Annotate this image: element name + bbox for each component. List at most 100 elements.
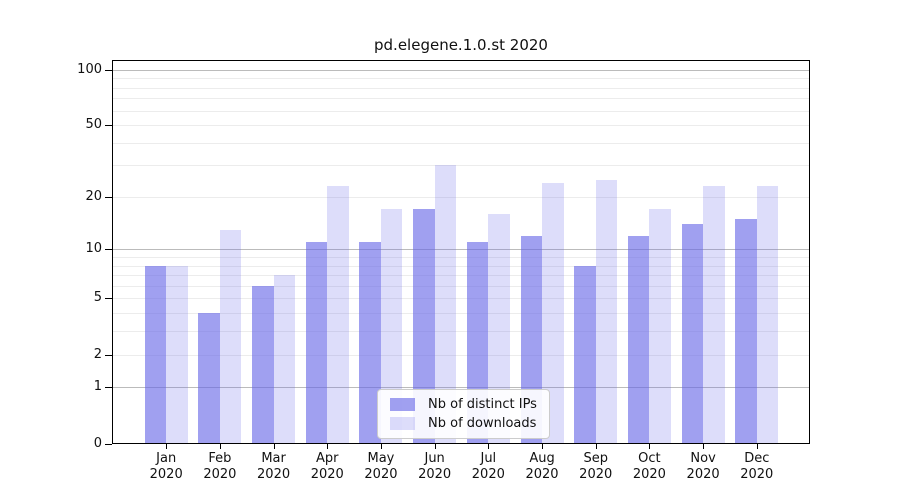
minor-gridline [113, 165, 809, 167]
legend-entry-downloads: Nb of downloads [390, 416, 537, 431]
x-tick-month: Mar [261, 451, 286, 466]
minor-gridline [113, 87, 809, 89]
bar-ips-jun [413, 209, 435, 444]
bar-ips-sep [574, 265, 596, 444]
bar-downloads-jun [434, 165, 457, 444]
x-tick-label: Jan 2020 [134, 451, 198, 483]
minor-gridline [113, 313, 809, 315]
minor-gridline [113, 196, 809, 198]
chart-title: pd.elegene.1.0.st 2020 [374, 36, 548, 54]
y-tick-label: 5 [93, 290, 102, 306]
minor-gridline [113, 298, 809, 300]
minor-gridline [113, 110, 809, 112]
bar-ips-nov [681, 224, 704, 444]
y-tick-label: 2 [93, 346, 102, 362]
bar-downloads-sep [595, 179, 618, 444]
bar-downloads-apr [327, 186, 349, 444]
x-tick-year: 2020 [579, 467, 613, 482]
bar-downloads-aug [542, 182, 564, 444]
x-tick-year: 2020 [364, 467, 398, 482]
legend-label-distinct-ips: Nb of distinct IPs [428, 397, 537, 412]
grid-layer [113, 61, 809, 443]
legend: Nb of distinct IPs Nb of downloads [377, 389, 550, 439]
x-tick-label: Oct 2020 [617, 451, 681, 483]
legend-swatch-distinct-ips [390, 398, 415, 411]
x-tick-month: Jul [480, 451, 497, 466]
x-tick [434, 444, 436, 449]
minor-gridline [113, 265, 809, 267]
x-tick [649, 444, 651, 449]
minor-gridline [113, 78, 809, 80]
bar-downloads-jul [488, 214, 510, 444]
x-tick-year: 2020 [418, 467, 452, 482]
x-tick-label: Feb 2020 [188, 451, 252, 483]
x-tick-month: Apr [316, 451, 339, 466]
y-tick [105, 125, 112, 127]
x-tick-year: 2020 [257, 467, 291, 482]
x-tick-label: Apr 2020 [295, 451, 359, 483]
bar-downloads-dec [756, 186, 779, 444]
y-tick [105, 387, 112, 389]
y-tick [105, 196, 112, 198]
bar-downloads-jan [166, 265, 188, 444]
x-tick-year: 2020 [149, 467, 183, 482]
x-tick [488, 444, 490, 449]
x-tick-label: Mar 2020 [242, 451, 306, 483]
y-tick [105, 354, 112, 356]
minor-gridline [113, 331, 809, 333]
x-tick-label: Jul 2020 [456, 451, 520, 483]
y-tick [105, 69, 112, 71]
x-tick [219, 444, 221, 449]
y-tick [105, 298, 112, 300]
bar-downloads-feb [219, 229, 242, 444]
bar-downloads-oct [649, 209, 671, 444]
y-tick-label: 100 [77, 61, 102, 77]
y-tick-label: 0 [93, 435, 102, 451]
x-tick-year: 2020 [740, 467, 774, 482]
x-tick-label: May 2020 [349, 451, 413, 483]
minor-gridline [113, 98, 809, 100]
bar-downloads-may [380, 209, 403, 444]
x-tick-year: 2020 [686, 467, 720, 482]
y-tick [105, 443, 112, 445]
x-tick-year: 2020 [310, 467, 344, 482]
y-tick-label: 50 [85, 117, 102, 133]
minor-gridline [113, 125, 809, 127]
x-tick-year: 2020 [471, 467, 505, 482]
x-tick [703, 444, 705, 449]
x-tick [595, 444, 597, 449]
legend-label-downloads: Nb of downloads [428, 416, 537, 431]
x-tick-year: 2020 [203, 467, 237, 482]
bars-layer [113, 61, 809, 444]
bar-downloads-nov [703, 186, 725, 444]
major-gridline [113, 387, 809, 389]
x-tick [380, 444, 382, 449]
bar-ips-oct [627, 235, 650, 444]
x-tick-year: 2020 [525, 467, 559, 482]
bar-ips-feb [198, 313, 220, 444]
x-tick-month: May [367, 451, 395, 466]
x-tick-year: 2020 [632, 467, 666, 482]
x-tick [166, 444, 168, 449]
y-tick-label: 1 [93, 379, 102, 395]
minor-gridline [113, 354, 809, 356]
plot-area: Nb of distinct IPs Nb of downloads [112, 60, 810, 444]
bar-ips-dec [735, 218, 757, 444]
y-tick-label: 20 [85, 188, 102, 204]
major-gridline [113, 69, 809, 71]
x-tick [273, 444, 275, 449]
x-tick-month: Jun [424, 451, 445, 466]
legend-swatch-downloads [390, 417, 415, 430]
x-tick [327, 444, 329, 449]
bar-ips-jan [144, 265, 167, 444]
x-tick-month: Sep [583, 451, 608, 466]
legend-entry-distinct-ips: Nb of distinct IPs [390, 397, 537, 412]
x-tick-month: Jan [156, 451, 177, 466]
x-tick-month: Feb [208, 451, 232, 466]
x-tick-label: Aug 2020 [510, 451, 574, 483]
minor-gridline [113, 257, 809, 258]
bar-ips-may [359, 242, 381, 444]
bar-ips-mar [252, 285, 274, 444]
x-tick-label: Jun 2020 [403, 451, 467, 483]
